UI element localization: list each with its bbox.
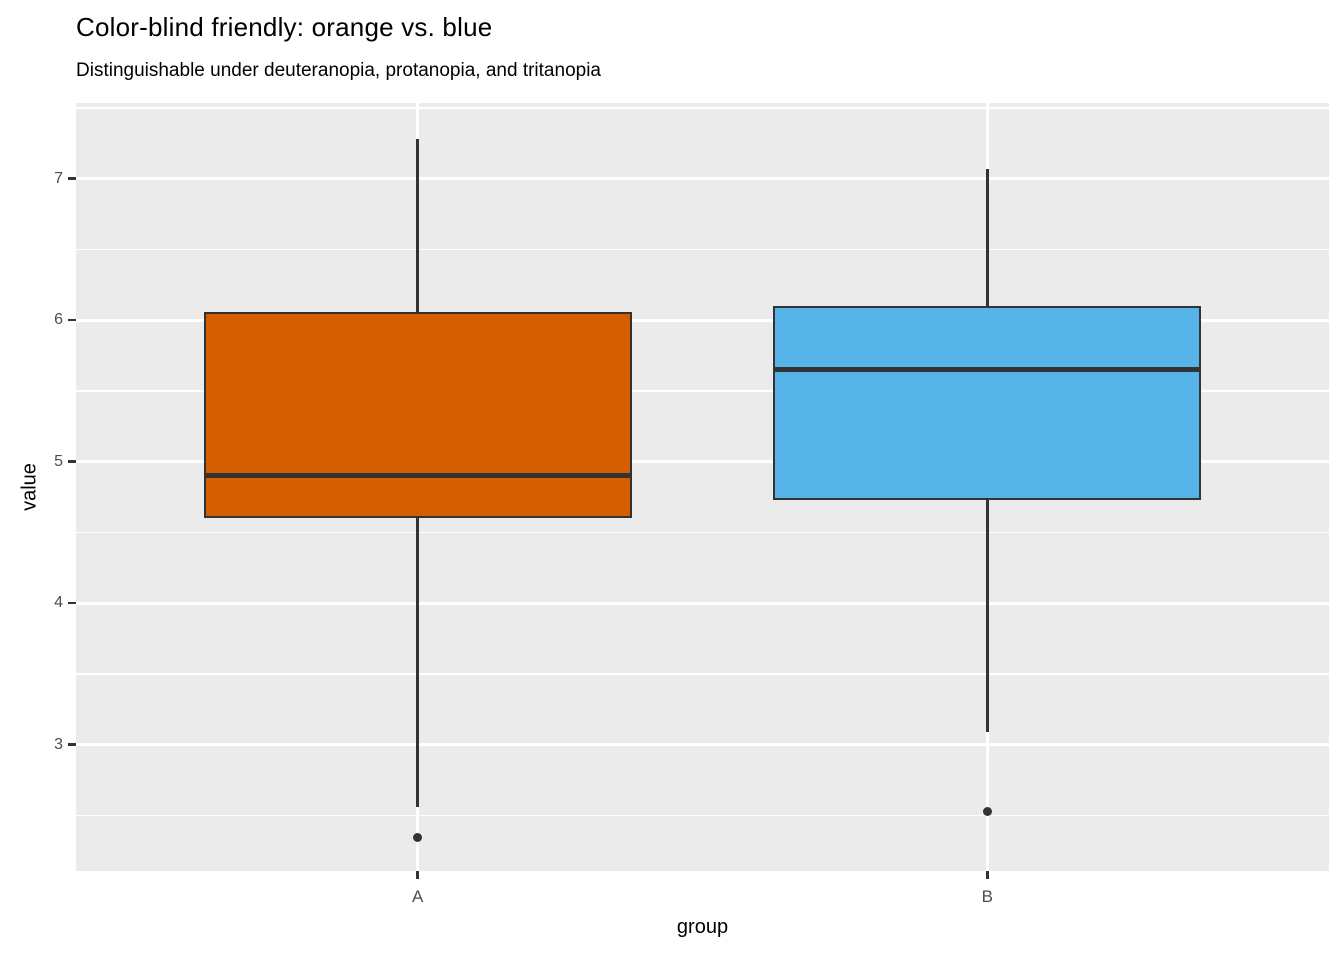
- y-tick-label: 6: [54, 311, 63, 329]
- y-tick-mark: [68, 460, 76, 463]
- box-B: [773, 305, 1202, 500]
- y-tick-label: 3: [54, 735, 63, 753]
- plot-subtitle: Distinguishable under deuteranopia, prot…: [76, 60, 601, 81]
- upper-whisker-B: [985, 168, 989, 306]
- x-axis-title: group: [676, 916, 729, 938]
- plot-panel: [76, 103, 1329, 871]
- lower-whisker-A: [416, 518, 420, 807]
- y-tick-mark: [68, 743, 76, 746]
- y-gridline-major: [76, 743, 1329, 746]
- lower-whisker-B: [985, 499, 989, 732]
- y-gridline-major: [76, 601, 1329, 605]
- x-tick-label: B: [981, 887, 993, 906]
- y-gridline-major: [76, 177, 1329, 181]
- upper-whisker-A: [416, 138, 420, 312]
- y-tick-mark: [68, 177, 76, 180]
- x-tick-mark: [416, 871, 419, 879]
- box-A: [203, 311, 632, 519]
- y-gridline-major: [76, 318, 1329, 322]
- median-line-A: [203, 473, 632, 479]
- y-gridline-minor: [76, 107, 1329, 109]
- y-tick-label: 5: [54, 452, 63, 470]
- y-tick-label: 7: [54, 169, 63, 187]
- outlier-point-A: [413, 833, 423, 843]
- y-gridline-minor: [76, 673, 1329, 675]
- outlier-point-B: [982, 806, 992, 816]
- y-gridline-minor: [76, 814, 1329, 816]
- y-gridline-minor: [76, 248, 1329, 251]
- y-tick-label: 4: [54, 594, 63, 612]
- x-tick-label: A: [412, 887, 424, 906]
- median-line-B: [773, 367, 1202, 373]
- y-gridline-minor: [76, 390, 1329, 392]
- y-gridline-minor: [76, 531, 1329, 534]
- y-tick-mark: [68, 318, 76, 322]
- y-axis-title: value: [18, 463, 41, 511]
- y-tick-mark: [68, 601, 76, 605]
- x-tick-mark: [986, 871, 989, 879]
- plot-title: Color-blind friendly: orange vs. blue: [76, 12, 493, 42]
- y-gridline-major: [76, 460, 1329, 464]
